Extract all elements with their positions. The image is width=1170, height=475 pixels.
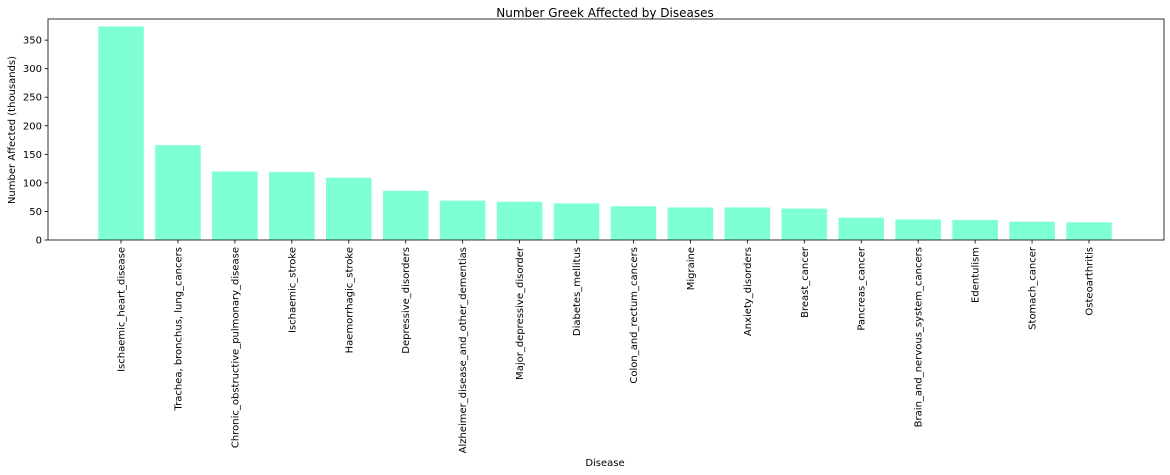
y-tick-label-4: 200: [23, 121, 42, 132]
x-tick-label-8: Diabetes_mellitus: [572, 247, 583, 336]
bar-3: [269, 172, 315, 240]
bar-1: [155, 145, 201, 240]
bar-17: [1066, 222, 1112, 240]
x-tick-label-11: Anxiety_disorders: [743, 247, 754, 336]
y-tick-label-0: 0: [36, 236, 42, 247]
bar-5: [382, 190, 429, 240]
y-tick-label-5: 250: [23, 93, 42, 104]
bar-16: [1009, 221, 1055, 240]
x-tick-label-14: Brain_and_nervous_system_cancers: [914, 247, 925, 427]
x-tick-label-4: Haemorrhagic_stroke: [344, 247, 355, 353]
bar-8: [553, 203, 600, 240]
y-tick-label-2: 100: [23, 178, 42, 189]
bar-14: [895, 219, 941, 240]
x-tick-label-13: Pancreas_cancer: [857, 246, 868, 331]
bar-11: [724, 207, 771, 240]
bars-group: [98, 26, 1112, 241]
bar-12: [781, 208, 828, 240]
bar-0: [98, 26, 144, 241]
x-tick-label-7: Major_depressive_disorder: [515, 246, 526, 380]
bar-10: [667, 207, 714, 240]
y-tick-label-7: 350: [23, 36, 42, 47]
x-axis-label: Disease: [585, 458, 624, 469]
x-tick-label-6: Alzheimer_disease_and_other_dementias: [458, 247, 469, 453]
y-tick-label-3: 150: [23, 150, 42, 161]
x-tick-label-12: Breast_cancer: [800, 246, 811, 318]
x-tick-label-16: Stomach_cancer: [1028, 246, 1039, 330]
x-tick-label-3: Ischaemic_stroke: [287, 247, 298, 333]
y-axis: 0 50 100 150 200 250 300 350: [23, 36, 48, 247]
plot-frame: [47, 18, 1165, 241]
y-axis-label: Number Affected (thousands): [7, 56, 18, 204]
chart-title: Number Greek Affected by Diseases: [496, 6, 713, 20]
x-tick-label-5: Depressive_disorders: [401, 247, 412, 354]
bar-4: [325, 177, 372, 240]
bar-6: [439, 200, 486, 240]
y-tick-label-6: 300: [23, 64, 42, 75]
bar-9: [610, 206, 657, 240]
x-tick-label-10: Migraine: [686, 247, 697, 290]
x-tick-label-9: Colon_and_rectum_cancers: [629, 247, 640, 384]
bar-13: [838, 217, 885, 240]
y-tick-label-1: 50: [29, 207, 42, 218]
bar-15: [952, 220, 998, 240]
x-tick-label-0: Ischaemic_heart_disease: [117, 247, 128, 372]
x-tick-label-1: Trachea, bronchus, lung_cancers: [173, 247, 184, 412]
bar-7: [496, 201, 543, 240]
x-tick-label-17: Osteoarthritis: [1085, 247, 1096, 316]
x-tick-label-15: Edentulism: [971, 247, 982, 303]
bar-2: [212, 171, 258, 240]
x-axis: Ischaemic_heart_disease Trachea, bronchus…: [117, 240, 1096, 453]
x-tick-label-2: Chronic_obstructive_pulmonary_disease: [230, 247, 241, 448]
